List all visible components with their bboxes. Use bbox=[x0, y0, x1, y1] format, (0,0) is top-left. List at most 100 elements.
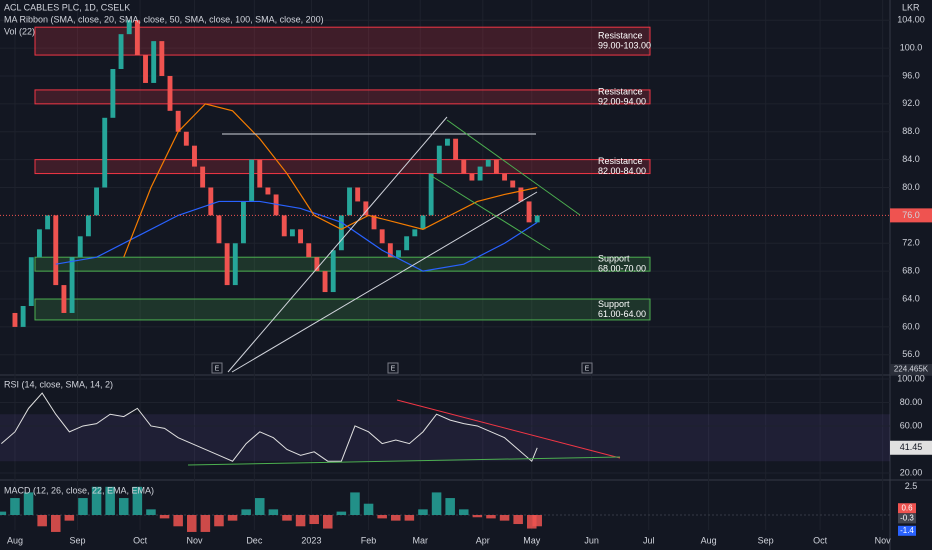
zone-range: 82.00-84.00 bbox=[598, 166, 646, 176]
macd-bar bbox=[486, 515, 496, 519]
trendline bbox=[396, 399, 621, 459]
candle bbox=[371, 215, 377, 230]
candle bbox=[453, 138, 459, 160]
candle bbox=[330, 250, 336, 293]
trendline bbox=[231, 191, 538, 373]
zone-range: 99.00-103.00 bbox=[598, 40, 651, 50]
x-tick-label: Mar bbox=[412, 535, 428, 545]
candle bbox=[159, 41, 165, 76]
candle bbox=[151, 41, 157, 83]
macd-bar bbox=[255, 498, 265, 515]
candle bbox=[36, 229, 42, 258]
symbol-title: ACL CABLES PLC, 1D, CSELK bbox=[4, 2, 130, 12]
macd-marker-box bbox=[898, 513, 916, 524]
candle bbox=[404, 236, 410, 251]
candle bbox=[232, 243, 238, 286]
candle bbox=[20, 305, 26, 327]
candle bbox=[322, 271, 328, 293]
macd-bar bbox=[363, 503, 374, 515]
candle bbox=[469, 173, 475, 181]
macd-bar bbox=[132, 486, 143, 515]
macd-bar bbox=[404, 515, 415, 521]
candle bbox=[110, 69, 116, 118]
y-tick-label: 20.00 bbox=[900, 467, 923, 477]
macd-bar bbox=[295, 515, 306, 527]
x-tick-label: Jun bbox=[584, 535, 599, 545]
candle bbox=[281, 215, 287, 237]
candle bbox=[69, 257, 75, 313]
zone-label: Support bbox=[598, 254, 630, 264]
candle bbox=[224, 243, 230, 286]
macd-bar bbox=[0, 511, 7, 515]
rsi-last-label: 41.45 bbox=[900, 442, 923, 452]
candle bbox=[420, 215, 426, 230]
candle bbox=[502, 173, 508, 181]
zone-label: Resistance bbox=[598, 30, 643, 40]
candle bbox=[167, 75, 173, 111]
y-tick-label: 84.0 bbox=[902, 154, 920, 164]
candle bbox=[338, 215, 344, 251]
trendline bbox=[227, 116, 448, 373]
candle bbox=[387, 243, 393, 258]
x-tick-label: Oct bbox=[133, 535, 148, 545]
macd-marker-label: -1.4 bbox=[900, 526, 914, 535]
candle bbox=[396, 250, 401, 258]
x-tick-label: Aug bbox=[701, 535, 717, 545]
x-tick-label: Jul bbox=[643, 535, 655, 545]
event-marker bbox=[581, 362, 593, 374]
volume-box bbox=[890, 364, 932, 375]
candle bbox=[273, 194, 279, 216]
x-tick-label: Sep bbox=[70, 535, 86, 545]
event-label: E bbox=[585, 365, 590, 372]
candle bbox=[436, 145, 442, 174]
candle bbox=[510, 180, 516, 188]
y-tick-label: 60.00 bbox=[900, 420, 923, 430]
zone bbox=[34, 256, 651, 272]
macd-bar bbox=[227, 515, 238, 521]
volume-label: 224.465K bbox=[894, 365, 929, 374]
macd-bar bbox=[187, 515, 197, 532]
macd-bar bbox=[445, 498, 455, 515]
candle bbox=[363, 201, 369, 216]
candle bbox=[192, 145, 197, 167]
y-tick-label: 88.0 bbox=[902, 126, 920, 136]
macd-bar bbox=[336, 511, 347, 515]
macd-bar bbox=[146, 509, 156, 515]
trendline bbox=[187, 456, 621, 466]
candle bbox=[355, 187, 361, 202]
macd-bar bbox=[377, 515, 387, 519]
candle bbox=[45, 215, 51, 230]
macd-bar bbox=[78, 498, 88, 515]
x-tick-label: May bbox=[523, 535, 541, 545]
y-tick-label: 68.0 bbox=[902, 266, 920, 276]
macd-bar bbox=[200, 515, 211, 532]
candle bbox=[200, 166, 206, 188]
candle bbox=[445, 138, 450, 146]
macd-bar bbox=[241, 509, 251, 515]
y-tick-label: 60.0 bbox=[902, 321, 920, 331]
macd-bar bbox=[431, 492, 442, 515]
candle bbox=[493, 159, 499, 174]
event-label: E bbox=[215, 365, 220, 372]
rsi-line bbox=[1, 392, 538, 463]
candle bbox=[314, 257, 320, 272]
macd-bar bbox=[391, 515, 401, 521]
x-tick-label: Sep bbox=[758, 535, 774, 545]
rsi-last-box bbox=[890, 440, 932, 455]
candle bbox=[77, 236, 83, 258]
y-tick-label: 100.00 bbox=[897, 373, 925, 383]
indicator-label: Vol (22) bbox=[4, 26, 35, 36]
x-tick-label: Dec bbox=[246, 535, 263, 545]
candle bbox=[118, 34, 124, 70]
macd-bar bbox=[418, 509, 428, 515]
candle bbox=[461, 159, 467, 174]
macd-bar bbox=[37, 515, 47, 527]
y-tick-label: 80.0 bbox=[902, 182, 920, 192]
macd-bar bbox=[214, 515, 224, 527]
last-price-label: 76.0 bbox=[902, 210, 920, 220]
moving-average bbox=[123, 103, 538, 258]
macd-bar bbox=[173, 515, 183, 527]
